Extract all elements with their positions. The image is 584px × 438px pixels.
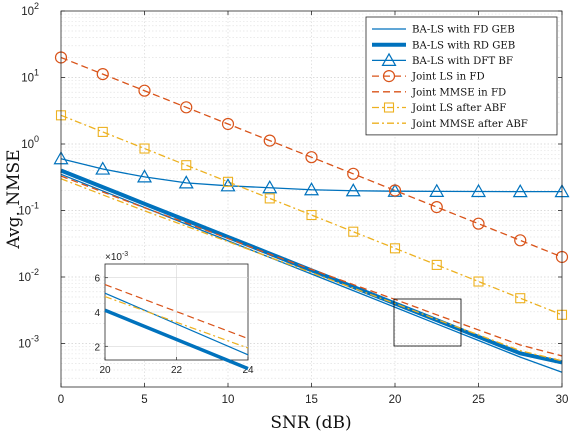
y-tick-exponent: 1 <box>34 68 39 78</box>
data-point-5 <box>306 209 317 221</box>
data-point-5 <box>181 160 192 171</box>
y-tick-exponent: 2 <box>34 1 39 11</box>
data-point-2 <box>345 183 361 197</box>
y-tick-label: 102 <box>21 1 39 18</box>
data-point-5 <box>473 276 484 287</box>
data-point-3 <box>180 101 193 114</box>
inset-series-line-3 <box>104 296 249 349</box>
inset-series-line-1 <box>104 308 249 371</box>
data-point-5 <box>97 126 108 137</box>
y-tick-exponent: -3 <box>31 334 39 344</box>
x-tick-label: 5 <box>141 394 147 406</box>
legend-marker-3 <box>382 69 396 83</box>
inset-exponent-base: ×10 <box>105 252 122 263</box>
x-tick-label: 15 <box>305 394 318 406</box>
y-tick-base: 10 <box>21 73 34 85</box>
data-point-5 <box>264 193 275 204</box>
data-point-5 <box>222 176 234 187</box>
y-tick-base: 10 <box>18 206 31 218</box>
data-point-2 <box>136 169 153 183</box>
y-axis-label: Avg. NMSE <box>4 149 24 249</box>
legend-label-0: BA-LS with FD GEB <box>412 25 515 36</box>
y-tick-exponent: -1 <box>31 201 39 211</box>
legend-label-4: Joint MMSE in FD <box>411 87 506 98</box>
y-tick-label: 100 <box>21 134 39 151</box>
x-tick-label: 10 <box>222 394 235 406</box>
series-line-6 <box>60 178 563 362</box>
data-point-3 <box>347 167 360 180</box>
y-tick-label: 101 <box>21 68 39 85</box>
inset-series-line-2 <box>104 284 249 340</box>
inset-y-tick-label: 4 <box>94 308 100 319</box>
inset-x-tick-label: 20 <box>99 365 111 376</box>
legend-marker-2 <box>381 52 397 67</box>
data-point-3 <box>514 234 527 247</box>
inset-y-tick-label: 6 <box>94 274 100 285</box>
data-point-5 <box>139 143 150 154</box>
x-axis-label: SNR (dB) <box>270 413 351 433</box>
inset-exponent-power: -3 <box>122 251 128 258</box>
series-line-2 <box>60 158 562 193</box>
data-point-5 <box>389 243 401 254</box>
data-point-3 <box>472 217 485 230</box>
legend-marker-5 <box>383 102 395 113</box>
y-tick-label: 10-1 <box>18 201 39 218</box>
data-point-3 <box>263 134 276 147</box>
y-tick-base: 10 <box>18 339 31 351</box>
data-point-3 <box>430 200 443 214</box>
data-point-3 <box>305 151 318 164</box>
series-line-1 <box>60 168 563 365</box>
x-tick-label: 30 <box>556 394 569 406</box>
series-line-4 <box>60 175 563 357</box>
data-point-2 <box>512 183 528 198</box>
inset-y-exponent: ×10-3 <box>105 251 128 263</box>
data-point-2 <box>429 183 445 197</box>
data-point-2 <box>303 182 320 196</box>
legend-label-2: BA-LS with DFT BF <box>412 56 513 67</box>
inset-x-tick-label: 22 <box>171 365 183 376</box>
data-point-2 <box>95 161 111 175</box>
y-tick-base: 10 <box>21 6 34 18</box>
data-point-2 <box>470 183 487 198</box>
zoom-region-box <box>393 298 462 347</box>
y-tick-base: 10 <box>18 272 31 284</box>
data-point-3 <box>221 117 235 131</box>
series-lines <box>60 56 563 373</box>
x-tick-label: 0 <box>58 394 64 406</box>
data-point-2 <box>220 178 236 192</box>
legend-label-6: Joint MMSE after ABF <box>411 119 528 130</box>
data-point-3 <box>96 67 109 81</box>
x-tick-label: 20 <box>389 394 402 406</box>
y-tick-label: 10-2 <box>18 267 39 284</box>
data-point-3 <box>138 84 151 97</box>
y-tick-base: 10 <box>21 139 34 151</box>
data-point-5 <box>515 293 526 304</box>
inset-series-line-0 <box>104 292 249 356</box>
y-tick-label: 10-3 <box>18 334 39 351</box>
legend-label-5: Joint LS after ABF <box>411 103 506 114</box>
x-tick-labels: 0 5 10 15 20 25 30 <box>58 11 569 406</box>
legend: BA-LS with FD GEB BA-LS with RD GEB BA-LS … <box>365 16 558 136</box>
data-point-2 <box>262 180 278 194</box>
data-point-2 <box>178 175 194 189</box>
legend-label-1: BA-LS with RD GEB <box>412 40 515 51</box>
legend-label-3: Joint LS in FD <box>411 72 485 83</box>
y-tick-exponent: -2 <box>31 267 39 277</box>
data-point-5 <box>348 226 359 237</box>
y-tick-exponent: 0 <box>34 134 39 144</box>
data-point-5 <box>431 259 442 270</box>
data-point-3 <box>388 184 402 197</box>
series-line-3 <box>60 56 563 258</box>
inset-y-tick-label: 2 <box>94 342 100 353</box>
x-tick-label: 25 <box>472 394 485 406</box>
inset-x-tick-label: 24 <box>242 365 254 376</box>
